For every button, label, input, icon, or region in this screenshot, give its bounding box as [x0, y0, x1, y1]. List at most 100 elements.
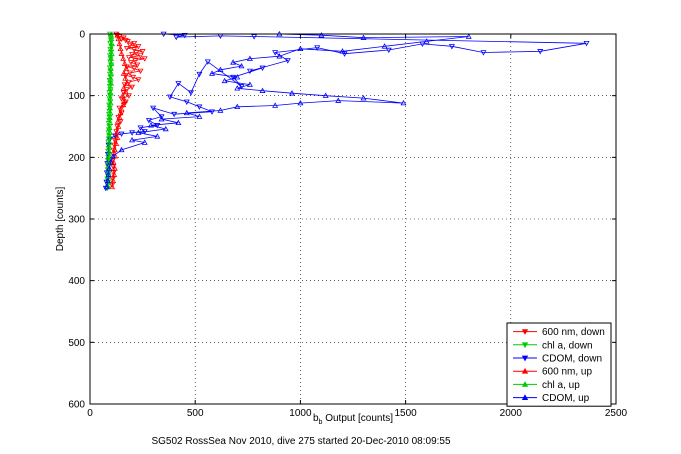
- data-point: [150, 105, 157, 112]
- data-point: [108, 40, 115, 47]
- x-axis-label-subscript: b: [319, 419, 323, 426]
- data-point: [251, 34, 258, 40]
- data-point: [385, 47, 392, 54]
- data-point: [166, 94, 173, 101]
- data-point: [108, 55, 115, 61]
- data-point: [183, 99, 190, 105]
- data-point: [381, 43, 388, 49]
- data-series: [102, 30, 590, 192]
- y-tick-label: 600: [68, 400, 85, 411]
- data-point: [145, 118, 152, 124]
- data-point: [122, 37, 129, 44]
- data-point: [122, 88, 129, 95]
- data-point: [117, 109, 124, 116]
- data-point: [110, 159, 117, 165]
- data-point: [129, 52, 136, 58]
- data-point: [107, 99, 114, 106]
- data-point: [114, 134, 121, 140]
- y-tick-label: 0: [79, 30, 85, 41]
- data-point: [107, 75, 114, 81]
- data-point: [108, 35, 115, 42]
- data-point: [141, 56, 148, 62]
- legend-label: chl a, down: [542, 340, 593, 351]
- data-point: [107, 109, 114, 116]
- data-point: [116, 114, 123, 120]
- data-point: [196, 104, 203, 110]
- data-point: [105, 154, 112, 160]
- legend-entry: 600 nm, up: [513, 367, 592, 378]
- data-point: [114, 32, 121, 38]
- data-point: [121, 60, 128, 66]
- legend-swatch-marker: [521, 342, 529, 349]
- data-point: [132, 58, 139, 64]
- legend-label: 600 nm, down: [542, 327, 605, 338]
- legend-label: CDOM, down: [542, 354, 602, 365]
- legend-entry: CDOM, down: [513, 354, 602, 365]
- series-3: [109, 32, 130, 190]
- data-point: [135, 44, 142, 50]
- data-point: [217, 107, 224, 113]
- data-point: [173, 34, 180, 41]
- x-axis-label-main: b: [313, 413, 319, 424]
- data-point: [115, 35, 122, 42]
- data-point: [106, 114, 113, 121]
- data-point: [107, 90, 114, 96]
- data-point: [107, 93, 113, 99]
- y-axis-label: Depth [counts]: [55, 187, 66, 252]
- data-point: [109, 182, 116, 189]
- data-point: [137, 68, 144, 75]
- data-point: [121, 97, 128, 103]
- data-point: [480, 50, 487, 56]
- data-point: [246, 68, 253, 75]
- legend-swatch-marker: [521, 355, 529, 362]
- data-point: [107, 95, 114, 101]
- series-4: [104, 32, 115, 190]
- data-point: [234, 85, 241, 91]
- data-point: [318, 32, 325, 38]
- data-point: [154, 133, 161, 139]
- data-point: [131, 41, 138, 47]
- data-point: [107, 129, 113, 135]
- data-point: [217, 66, 224, 73]
- data-point: [108, 32, 115, 38]
- data-point: [108, 50, 115, 56]
- y-tick-label: 100: [68, 91, 85, 102]
- data-point: [537, 49, 544, 55]
- data-point: [230, 59, 237, 65]
- data-point: [135, 129, 142, 135]
- data-point: [113, 140, 120, 147]
- data-point: [230, 74, 237, 81]
- data-point: [114, 118, 121, 124]
- data-point: [339, 48, 346, 54]
- legend-label: chl a, up: [542, 380, 580, 391]
- data-point: [272, 50, 279, 56]
- data-point: [131, 66, 138, 72]
- data-point: [204, 59, 211, 65]
- data-point: [133, 50, 140, 56]
- data-point: [209, 109, 216, 115]
- data-point: [120, 101, 127, 108]
- data-point: [115, 123, 122, 129]
- data-point: [104, 177, 111, 184]
- data-point: [465, 33, 472, 39]
- data-point: [137, 53, 144, 59]
- x-tick-label: 2000: [500, 408, 523, 419]
- y-tick-label: 300: [68, 215, 85, 226]
- data-point: [196, 71, 203, 78]
- data-point: [120, 55, 127, 61]
- data-point: [423, 38, 430, 44]
- data-point: [119, 92, 126, 98]
- data-point: [128, 60, 135, 66]
- data-point: [124, 39, 131, 45]
- data-point: [234, 74, 241, 80]
- x-axis-label: bb Output [counts]: [313, 413, 393, 426]
- data-point: [314, 45, 321, 51]
- data-point: [141, 139, 148, 145]
- data-point: [118, 50, 125, 56]
- data-point: [105, 171, 112, 177]
- legend-entry: chl a, up: [513, 380, 580, 391]
- legend-entry: chl a, down: [513, 340, 593, 351]
- legend-swatch-marker: [521, 381, 529, 387]
- x-tick-label: 2500: [605, 408, 628, 419]
- legend-swatch-marker: [521, 329, 529, 335]
